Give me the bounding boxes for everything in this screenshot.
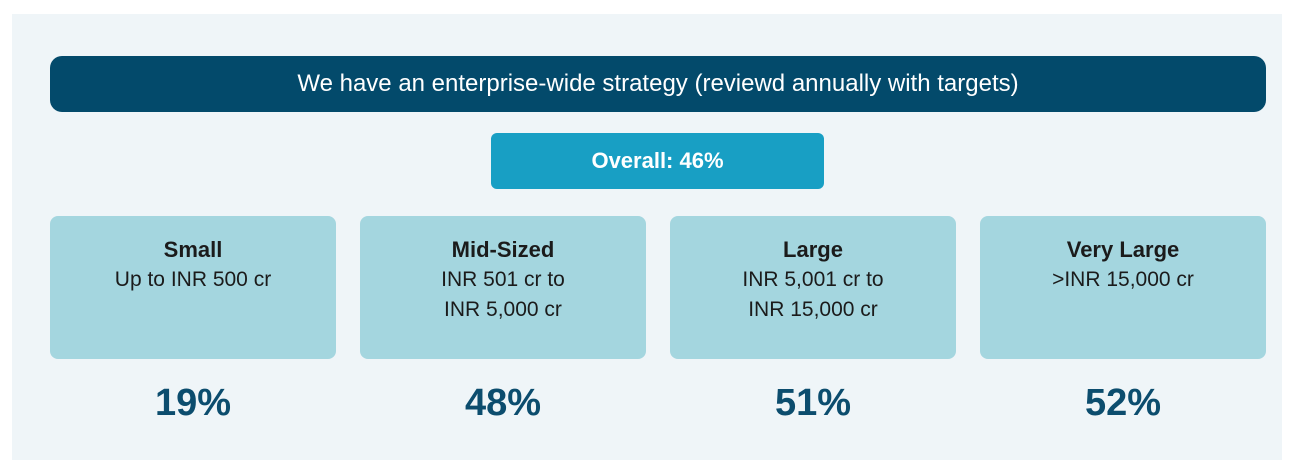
- segment-card: Very Large >INR 15,000 cr: [980, 216, 1266, 359]
- segment-value: 19%: [154, 382, 232, 424]
- segment-name: Very Large: [1066, 237, 1180, 262]
- segment-value: 51%: [774, 382, 852, 424]
- segment-range: Up to INR 500 cr: [114, 268, 272, 291]
- segment-name: Large: [783, 237, 843, 262]
- segment-card: Mid-Sized INR 501 cr to INR 5,000 cr: [360, 216, 646, 359]
- segment-name: Small: [163, 237, 223, 262]
- segment-range: >INR 15,000 cr: [1052, 268, 1194, 291]
- segment-value: 48%: [464, 382, 542, 424]
- header-title: We have an enterprise-wide strategy (rev…: [50, 56, 1266, 112]
- segment-range: INR 15,000 cr: [748, 298, 878, 321]
- segment-range: INR 5,001 cr to: [742, 268, 884, 291]
- segment-card: Small Up to INR 500 cr: [50, 216, 336, 359]
- segment-value: 52%: [1084, 382, 1162, 424]
- overall-label: Overall: 46%: [491, 133, 824, 189]
- segment-range: INR 5,000 cr: [444, 298, 562, 321]
- segment-card: Large INR 5,001 cr to INR 15,000 cr: [670, 216, 956, 359]
- segment-name: Mid-Sized: [451, 237, 555, 262]
- segment-range: INR 501 cr to: [441, 268, 565, 291]
